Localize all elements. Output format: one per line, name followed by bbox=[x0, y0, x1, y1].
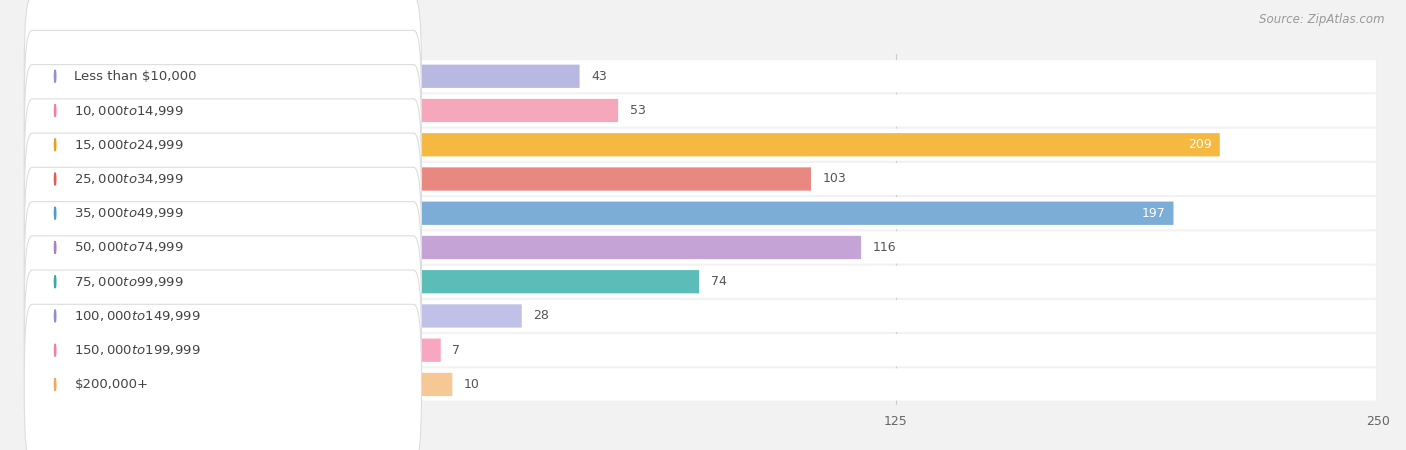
FancyBboxPatch shape bbox=[413, 373, 453, 396]
FancyBboxPatch shape bbox=[413, 133, 1220, 157]
Text: 28: 28 bbox=[533, 310, 550, 323]
Text: $50,000 to $74,999: $50,000 to $74,999 bbox=[75, 240, 184, 255]
Text: 43: 43 bbox=[591, 70, 607, 83]
FancyBboxPatch shape bbox=[24, 236, 422, 396]
Text: Source: ZipAtlas.com: Source: ZipAtlas.com bbox=[1260, 14, 1385, 27]
Text: $10,000 to $14,999: $10,000 to $14,999 bbox=[75, 104, 184, 117]
FancyBboxPatch shape bbox=[413, 65, 579, 88]
FancyBboxPatch shape bbox=[30, 231, 1376, 264]
FancyBboxPatch shape bbox=[413, 270, 699, 293]
FancyBboxPatch shape bbox=[413, 236, 860, 259]
Text: Household Income Brackets in Midland City: Household Income Brackets in Midland Cit… bbox=[28, 25, 399, 40]
FancyBboxPatch shape bbox=[24, 304, 422, 450]
Text: $150,000 to $199,999: $150,000 to $199,999 bbox=[75, 343, 201, 357]
FancyBboxPatch shape bbox=[413, 338, 440, 362]
Text: Less than $10,000: Less than $10,000 bbox=[75, 70, 197, 83]
FancyBboxPatch shape bbox=[30, 266, 1376, 298]
FancyBboxPatch shape bbox=[30, 60, 1376, 92]
FancyBboxPatch shape bbox=[413, 99, 619, 122]
Text: $15,000 to $24,999: $15,000 to $24,999 bbox=[75, 138, 184, 152]
Text: 116: 116 bbox=[873, 241, 896, 254]
FancyBboxPatch shape bbox=[24, 167, 422, 328]
Text: 209: 209 bbox=[1188, 138, 1212, 151]
Text: 197: 197 bbox=[1142, 207, 1166, 220]
Text: 53: 53 bbox=[630, 104, 645, 117]
FancyBboxPatch shape bbox=[24, 133, 422, 293]
FancyBboxPatch shape bbox=[30, 129, 1376, 161]
FancyBboxPatch shape bbox=[30, 334, 1376, 366]
Text: $35,000 to $49,999: $35,000 to $49,999 bbox=[75, 206, 184, 220]
FancyBboxPatch shape bbox=[24, 0, 422, 157]
FancyBboxPatch shape bbox=[24, 30, 422, 191]
FancyBboxPatch shape bbox=[30, 300, 1376, 332]
FancyBboxPatch shape bbox=[30, 369, 1376, 400]
Text: $25,000 to $34,999: $25,000 to $34,999 bbox=[75, 172, 184, 186]
FancyBboxPatch shape bbox=[413, 304, 522, 328]
Text: 74: 74 bbox=[710, 275, 727, 288]
Text: 10: 10 bbox=[464, 378, 479, 391]
Text: $75,000 to $99,999: $75,000 to $99,999 bbox=[75, 274, 184, 289]
FancyBboxPatch shape bbox=[413, 167, 811, 191]
FancyBboxPatch shape bbox=[30, 94, 1376, 126]
Text: $200,000+: $200,000+ bbox=[75, 378, 149, 391]
FancyBboxPatch shape bbox=[24, 202, 422, 362]
FancyBboxPatch shape bbox=[24, 65, 422, 225]
FancyBboxPatch shape bbox=[30, 197, 1376, 230]
FancyBboxPatch shape bbox=[24, 270, 422, 430]
FancyBboxPatch shape bbox=[30, 163, 1376, 195]
Text: 103: 103 bbox=[823, 172, 846, 185]
FancyBboxPatch shape bbox=[413, 202, 1174, 225]
FancyBboxPatch shape bbox=[24, 99, 422, 259]
Text: $100,000 to $149,999: $100,000 to $149,999 bbox=[75, 309, 201, 323]
Text: 7: 7 bbox=[453, 344, 460, 357]
